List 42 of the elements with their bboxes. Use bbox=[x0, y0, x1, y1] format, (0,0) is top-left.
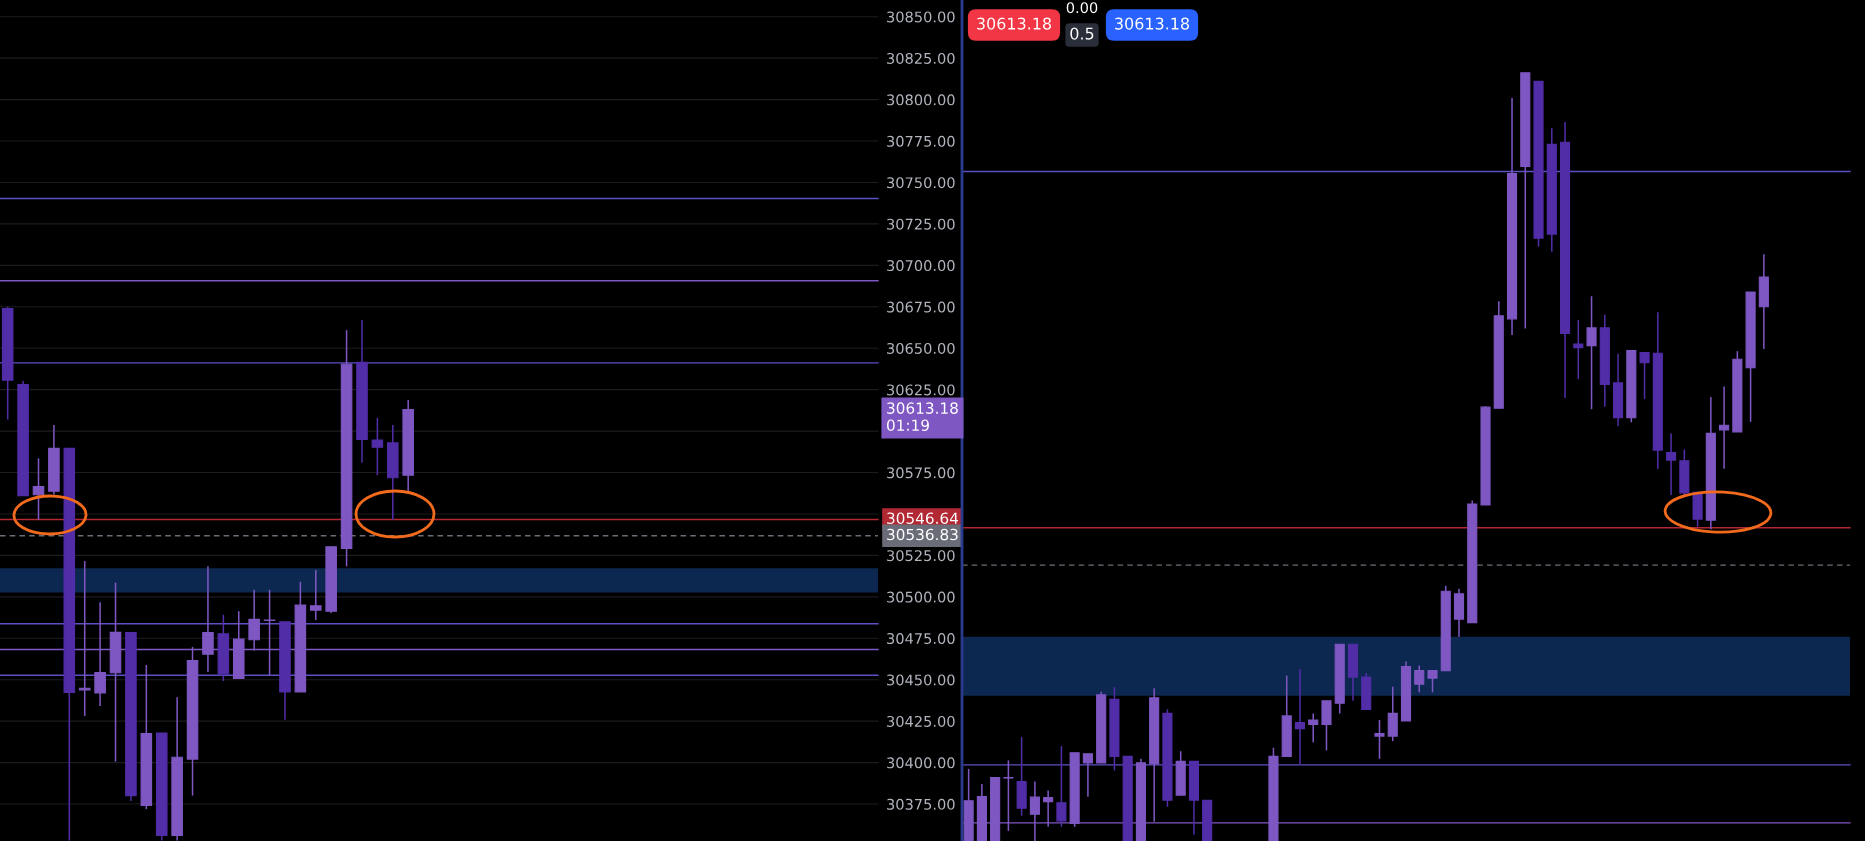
ref-line-label: 30536.83 bbox=[887, 528, 958, 541]
candlestick bbox=[32, 457, 45, 521]
y-tick-label: 30775.00 bbox=[887, 135, 955, 147]
y-tick-label: 30700.00 bbox=[887, 260, 955, 272]
y-tick-label: 30675.00 bbox=[887, 301, 955, 313]
candlestick bbox=[1719, 385, 1730, 470]
candlestick bbox=[1321, 700, 1332, 752]
text: 30613.18 bbox=[977, 17, 1052, 30]
y-tick-label: 30575.00 bbox=[887, 467, 955, 479]
y-tick-label: 30750.00 bbox=[887, 177, 955, 189]
candlestick bbox=[1427, 669, 1438, 694]
y-tick-label: 30425.00 bbox=[887, 715, 955, 727]
y-tick-label: 30625.00 bbox=[887, 384, 955, 396]
text: 0.00 bbox=[1066, 2, 1098, 14]
y-tick-label: 30800.00 bbox=[887, 94, 955, 106]
candlestick bbox=[1586, 295, 1597, 410]
y-tick-label: 30525.00 bbox=[887, 550, 955, 562]
y-tick-label: 30450.00 bbox=[887, 674, 955, 686]
candlestick bbox=[1639, 351, 1650, 400]
candlestick bbox=[1056, 745, 1067, 828]
y-tick-label: 30500.00 bbox=[887, 591, 955, 603]
candlestick bbox=[1374, 719, 1385, 760]
candlestick bbox=[1082, 753, 1093, 798]
candlestick bbox=[1414, 664, 1425, 694]
y-tick-label: 30650.00 bbox=[887, 342, 955, 354]
ref-line-label: 30546.64 bbox=[887, 512, 959, 524]
candlestick bbox=[309, 569, 322, 621]
y-tick-label: 30725.00 bbox=[887, 218, 955, 230]
text: 0.5 bbox=[1070, 27, 1094, 40]
candlestick bbox=[1308, 712, 1319, 743]
y-tick-label: 30825.00 bbox=[887, 52, 955, 64]
y-tick-label: 30400.00 bbox=[887, 757, 955, 769]
y-tick-label: 30375.00 bbox=[887, 798, 955, 810]
candlestick bbox=[1666, 432, 1677, 496]
y-tick-label: 30850.00 bbox=[887, 11, 955, 23]
candlestick bbox=[1573, 319, 1584, 380]
candlestick bbox=[1387, 685, 1398, 742]
candlestick bbox=[1294, 668, 1306, 766]
text: 30613.18 bbox=[1115, 17, 1190, 30]
text: 30613.18 01:19 bbox=[887, 402, 958, 431]
candlestick bbox=[371, 417, 384, 476]
y-tick-label: 30475.00 bbox=[887, 633, 955, 645]
